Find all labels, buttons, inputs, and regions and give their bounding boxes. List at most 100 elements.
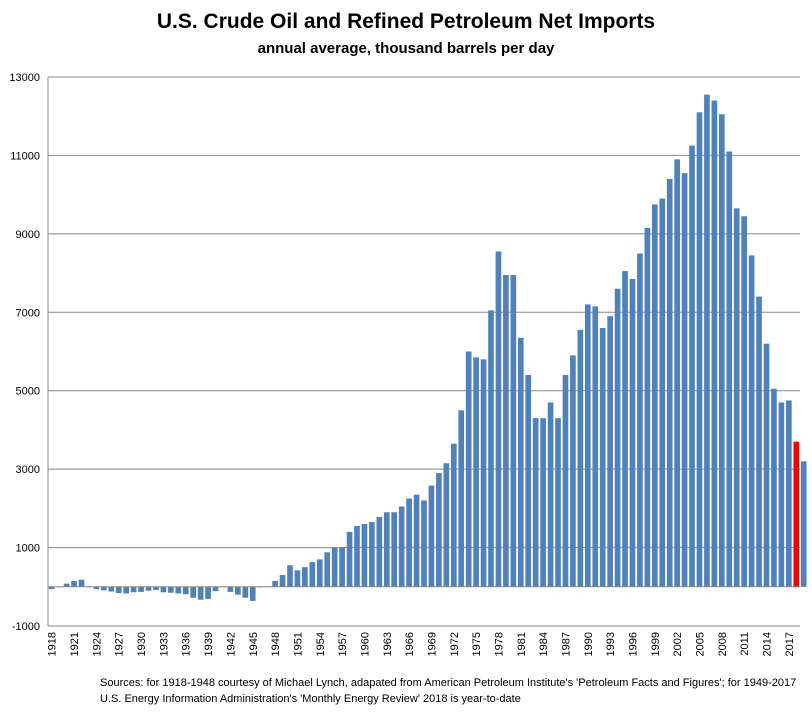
- bar-2004: [689, 145, 695, 587]
- bar-1992: [599, 327, 606, 587]
- bar-1982: [525, 375, 532, 587]
- bar-2010: [733, 208, 740, 587]
- bar-1930: [138, 586, 144, 592]
- x-tick-label: 1990: [583, 632, 595, 656]
- bar-1962: [376, 516, 383, 587]
- bar-1918: [48, 586, 55, 590]
- bar-1994: [614, 288, 621, 587]
- y-tick-label: 5000: [16, 386, 40, 398]
- bar-undefined: [800, 461, 807, 587]
- x-tick-label: 1948: [270, 632, 282, 656]
- bar-1987: [562, 375, 569, 587]
- bar-1976: [480, 359, 487, 587]
- x-tick-label: 1927: [114, 632, 126, 656]
- x-tick-label: 1939: [203, 632, 215, 656]
- bar-1921: [71, 580, 77, 587]
- bar-1989: [577, 329, 584, 587]
- bar-2012: [748, 255, 755, 587]
- x-tick-label: 1993: [605, 632, 617, 656]
- bar-1954: [316, 559, 323, 587]
- bar-1956: [331, 547, 338, 587]
- bar-1934: [168, 586, 174, 593]
- bar-1959: [354, 526, 360, 587]
- bar-2005: [696, 112, 703, 587]
- bar-1979: [503, 275, 509, 587]
- bar-1937: [190, 586, 197, 598]
- bar-1942: [227, 586, 234, 592]
- bar-1998: [644, 227, 651, 587]
- bar-1958: [346, 531, 353, 587]
- x-tick-label: 1999: [650, 632, 662, 656]
- x-tick-label: 1918: [47, 632, 59, 656]
- bar-1943: [235, 586, 241, 595]
- bar-1953: [309, 562, 316, 587]
- y-tick-label: 3000: [16, 464, 40, 476]
- x-tick-label: 2002: [672, 632, 684, 656]
- bar-1932: [153, 586, 159, 590]
- bar-1972: [450, 443, 457, 587]
- bar-2009: [726, 151, 733, 587]
- bar-1928: [123, 586, 130, 594]
- bar-1975: [473, 357, 479, 587]
- bar-1974: [465, 351, 472, 587]
- x-axis-tick-labels: 1918 1921 1924 1927 1930 1933 1936 1939 1942 1945…: [47, 632, 796, 656]
- bar-1924: [93, 586, 100, 590]
- bar-1969: [428, 485, 435, 587]
- bar-1929: [130, 586, 137, 593]
- bar-1968: [421, 500, 427, 587]
- bar-1961: [369, 522, 375, 587]
- bar-1973: [458, 410, 465, 587]
- bar-2011: [741, 216, 747, 587]
- bar-2001: [666, 178, 673, 587]
- x-tick-label: 1966: [404, 632, 416, 656]
- bar-1936: [182, 586, 189, 595]
- bar-2014: [763, 343, 770, 587]
- bar-1997: [637, 253, 643, 587]
- x-tick-label: 2014: [761, 632, 773, 656]
- bar-1920: [63, 583, 70, 587]
- y-tick-label: 13000: [9, 72, 40, 84]
- bar-1966: [406, 498, 412, 587]
- bar-1938: [197, 586, 204, 600]
- bar-2000: [659, 198, 666, 587]
- bar-2007: [711, 100, 718, 587]
- x-tick-label: 1996: [627, 632, 639, 656]
- bar-1935: [175, 586, 182, 594]
- bar-1963: [383, 512, 390, 587]
- bar-2002: [674, 159, 680, 587]
- bar-1926: [108, 586, 115, 592]
- bar-1984: [540, 418, 546, 587]
- bar-1977: [488, 310, 494, 587]
- bar-1949: [279, 575, 286, 587]
- bar-1955: [324, 552, 331, 587]
- bar-1988: [570, 355, 576, 587]
- bar-1991: [592, 306, 599, 587]
- x-tick-label: 1972: [449, 632, 461, 656]
- bar-1983: [532, 418, 539, 587]
- bar-1995: [622, 271, 628, 587]
- bar-1945: [249, 586, 256, 601]
- x-tick-label: 1963: [382, 632, 394, 656]
- x-tick-label: 1987: [560, 632, 572, 656]
- x-tick-label: 2011: [739, 632, 751, 656]
- x-tick-label: 1945: [248, 632, 260, 656]
- bar-1940: [212, 586, 219, 592]
- bar-2016: [778, 402, 785, 587]
- x-tick-label: 1954: [315, 632, 327, 656]
- x-tick-label: 1942: [225, 632, 237, 656]
- chart-title: U.S. Crude Oil and Refined Petroleum Net…: [156, 10, 656, 33]
- x-tick-label: 1969: [426, 632, 438, 656]
- y-tick-label: 9000: [16, 229, 40, 241]
- bar-1933: [160, 586, 167, 593]
- x-tick-label: 1936: [181, 632, 193, 656]
- bar-1922: [78, 579, 85, 587]
- bar-1971: [443, 463, 450, 587]
- bar-1999: [651, 204, 658, 587]
- y-axis-tick-labels: -1000 1000 3000 5000 7000 9000 11000 13000: [9, 72, 40, 633]
- x-tick-label: 1924: [91, 632, 103, 656]
- chart-subtitle: annual average, thousand barrels per day: [257, 40, 555, 57]
- bar-1964: [391, 512, 398, 587]
- bars: [48, 94, 807, 601]
- bar-1970: [436, 473, 442, 587]
